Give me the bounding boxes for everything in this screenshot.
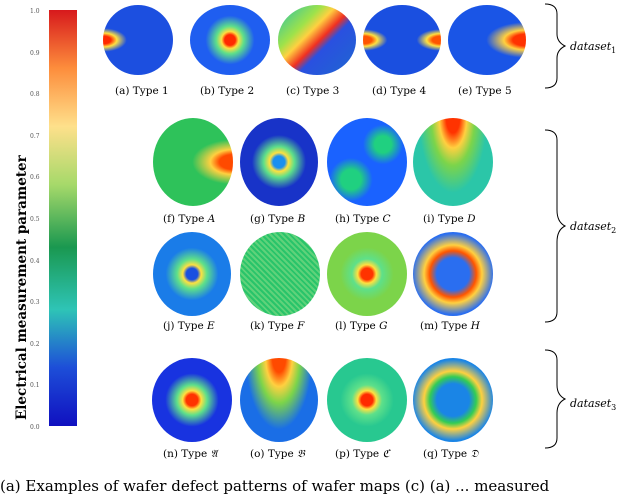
colorbar-tick: 0.4 bbox=[30, 257, 40, 265]
wafer-map-type1 bbox=[103, 5, 173, 75]
wafer-map-typeB bbox=[240, 118, 318, 206]
caption-7: (h) Type C bbox=[335, 213, 391, 225]
wafer-map-typeFrak1 bbox=[152, 358, 232, 442]
caption-11: (l) Type G bbox=[335, 320, 388, 332]
brace-dataset1 bbox=[544, 3, 567, 89]
colorbar-tick: 0.5 bbox=[30, 216, 40, 223]
caption-13: (n) Type 𝔄 bbox=[163, 448, 218, 460]
colorbar-tick: 0.9 bbox=[30, 49, 40, 57]
caption-16: (q) Type 𝔇 bbox=[423, 448, 479, 460]
wafer-map-typeFrak4 bbox=[413, 358, 493, 442]
wafer-map-typeFrak2 bbox=[240, 358, 318, 442]
caption-8: (i) Type D bbox=[423, 213, 476, 225]
caption-12: (m) Type H bbox=[420, 320, 480, 332]
caption-3: (d) Type 4 bbox=[372, 85, 427, 97]
dataset2-label: dataset2 bbox=[570, 220, 617, 236]
brace-dataset2 bbox=[544, 129, 567, 323]
wafer-map-typeH bbox=[413, 232, 493, 316]
brace-dataset3 bbox=[544, 349, 567, 449]
caption-10: (k) Type F bbox=[250, 320, 305, 332]
wafer-map-typeC bbox=[327, 118, 407, 206]
wafer-map-typeE bbox=[153, 232, 231, 316]
dataset1-label: dataset1 bbox=[570, 40, 617, 56]
caption-2: (c) Type 3 bbox=[286, 85, 340, 97]
colorbar-gradient bbox=[49, 10, 77, 426]
wafer-map-typeG bbox=[327, 232, 407, 316]
caption-14: (o) Type 𝔅 bbox=[250, 448, 305, 460]
wafer-map-type2 bbox=[190, 5, 270, 75]
colorbar-tick: 0.3 bbox=[30, 299, 40, 307]
colorbar-tick: 0.6 bbox=[30, 174, 40, 182]
caption-6: (g) Type B bbox=[250, 213, 306, 225]
colorbar-label: Electrical measurement parameter bbox=[14, 155, 30, 420]
wafer-map-type5 bbox=[448, 5, 526, 75]
colorbar bbox=[49, 10, 77, 426]
colorbar-tick: 0.1 bbox=[30, 382, 40, 390]
colorbar-tick: 0.0 bbox=[30, 424, 40, 431]
wafer-map-typeD bbox=[413, 118, 493, 206]
colorbar-tick: 0.2 bbox=[30, 340, 40, 348]
caption-15: (p) Type ℭ bbox=[335, 448, 390, 460]
caption-4: (e) Type 5 bbox=[458, 85, 512, 97]
wafer-map-type3 bbox=[278, 5, 356, 75]
wafer-map-typeF bbox=[240, 232, 320, 316]
colorbar-tick: 1.0 bbox=[30, 8, 40, 15]
caption-9: (j) Type E bbox=[163, 320, 215, 332]
wafer-map-typeFrak3 bbox=[327, 358, 407, 442]
colorbar-tick: 0.8 bbox=[30, 91, 40, 99]
wafer-map-typeA bbox=[153, 118, 233, 206]
dataset3-label: dataset3 bbox=[570, 397, 617, 413]
caption-1: (b) Type 2 bbox=[200, 85, 255, 97]
colorbar-tick: 0.7 bbox=[30, 132, 40, 140]
caption-5: (f) Type A bbox=[163, 213, 216, 225]
figure-caption: (a) Examples of wafer defect patterns of… bbox=[0, 477, 550, 495]
caption-0: (a) Type 1 bbox=[115, 85, 169, 97]
wafer-map-type4 bbox=[363, 5, 441, 75]
